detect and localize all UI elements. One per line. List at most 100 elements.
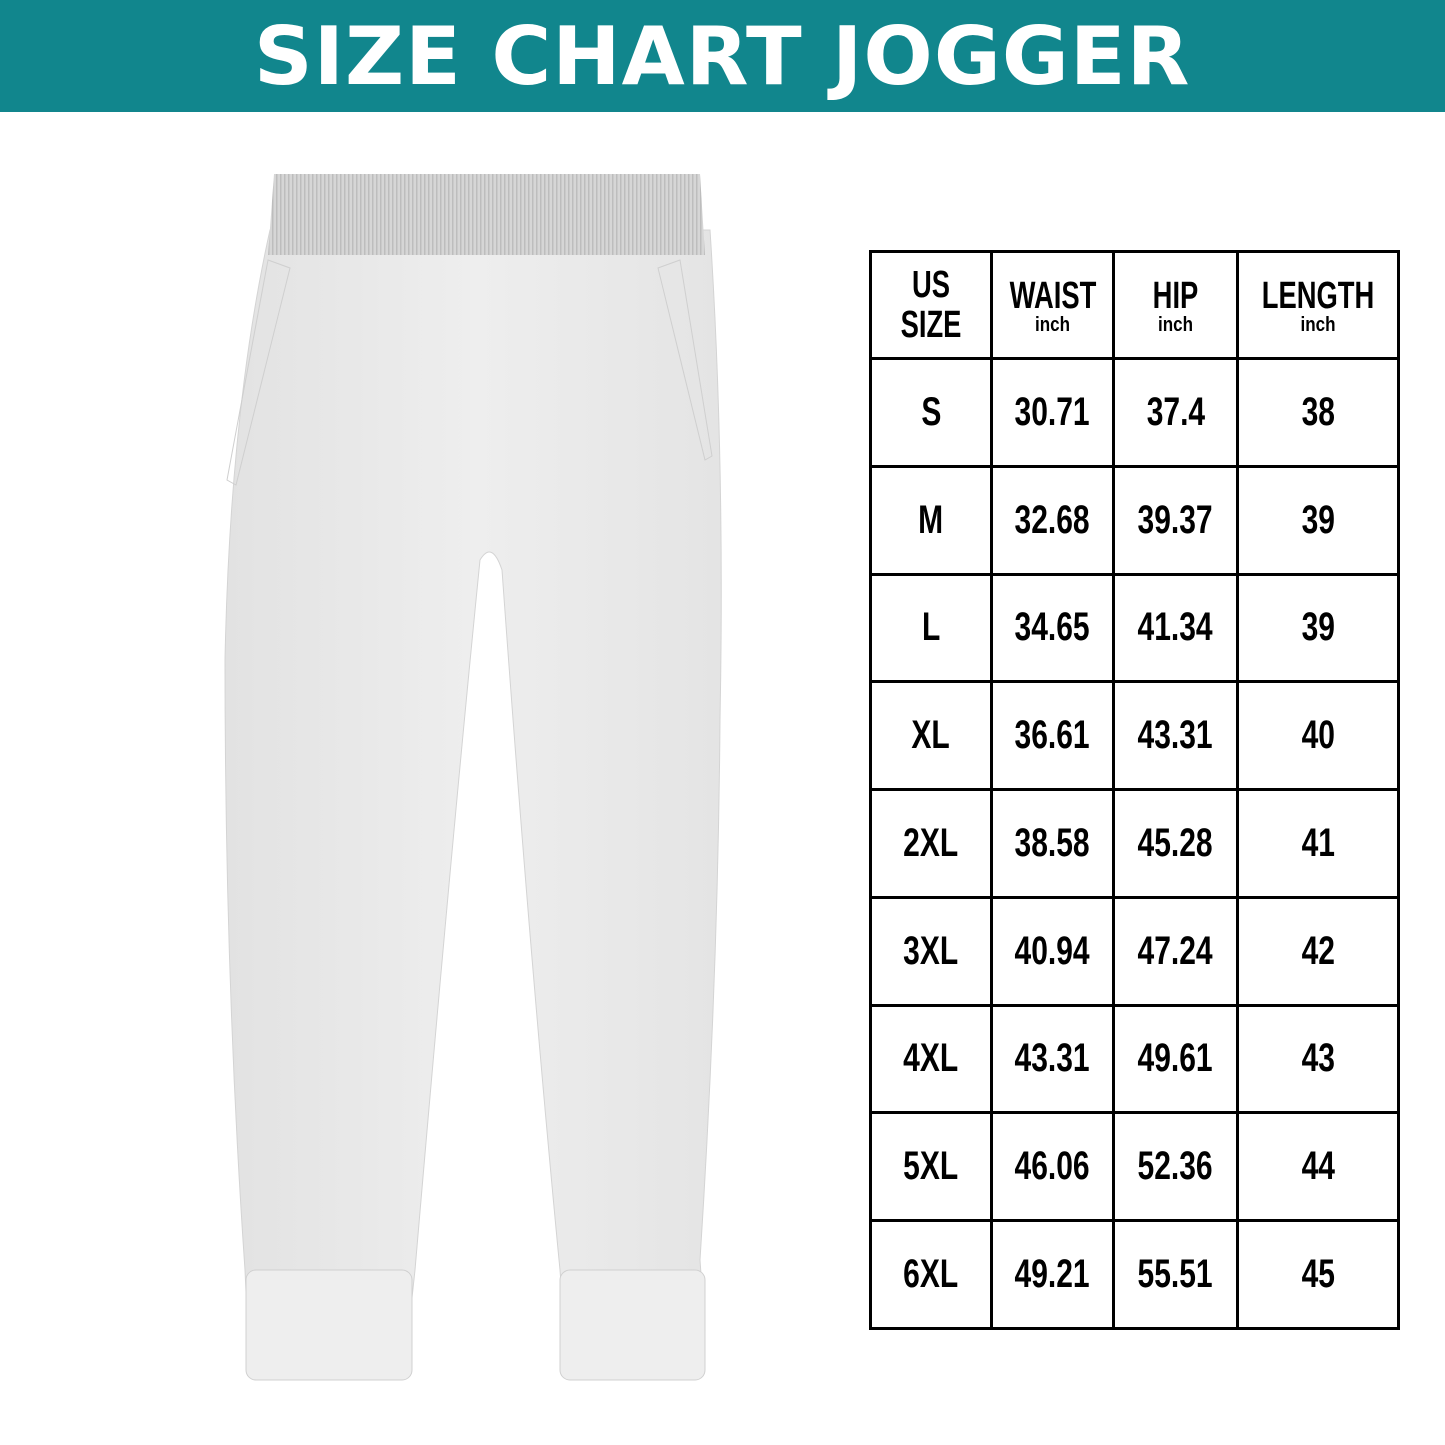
cell-size: S <box>869 357 993 468</box>
cell-value: 39 <box>1301 497 1335 542</box>
header-label: LENGTH <box>1261 275 1375 317</box>
cell-value: S <box>920 389 942 434</box>
cell-value: 45 <box>1301 1252 1335 1297</box>
cell-value: 4XL <box>903 1036 959 1081</box>
table-row: 2XL 38.58 45.28 41 <box>869 788 1400 899</box>
header-label: US <box>911 264 951 306</box>
cell-value: 45.28 <box>1137 820 1214 865</box>
header-unit: inch <box>1300 314 1336 336</box>
header-us-size: US SIZE <box>869 250 993 360</box>
header-hip: HIP inch <box>1112 250 1239 360</box>
cell-value: 34.65 <box>1014 605 1091 650</box>
cell-value: 40 <box>1301 713 1335 758</box>
cell-value: 43.31 <box>1014 1036 1091 1081</box>
cell-value: 39.37 <box>1137 497 1214 542</box>
header-label: HIP <box>1152 275 1199 317</box>
cell-value: 37.4 <box>1146 389 1205 434</box>
table-row: L 34.65 41.34 39 <box>869 572 1400 684</box>
cuff-right <box>559 1269 706 1381</box>
cell-hip: 55.51 <box>1112 1219 1239 1330</box>
header-unit: inch <box>1035 314 1070 336</box>
title-banner: SIZE CHART JOGGER <box>0 0 1445 112</box>
table-row: M 32.68 39.37 39 <box>869 464 1400 576</box>
cell-value: 6XL <box>903 1252 959 1297</box>
page-title: SIZE CHART JOGGER <box>254 9 1191 103</box>
cell-value: 5XL <box>903 1144 959 1189</box>
cell-value: 55.51 <box>1137 1252 1214 1297</box>
cell-size: 6XL <box>869 1219 993 1330</box>
cell-waist: 38.58 <box>990 788 1115 899</box>
cell-waist: 43.31 <box>990 1003 1115 1115</box>
cell-value: 49.61 <box>1137 1036 1214 1081</box>
table-row: 6XL 49.21 55.51 45 <box>869 1219 1400 1330</box>
cell-value: 2XL <box>903 820 959 865</box>
cuff-left <box>245 1269 413 1381</box>
cell-waist: 46.06 <box>990 1111 1115 1223</box>
cell-length: 39 <box>1236 572 1400 684</box>
size-table: US SIZE WAIST inch HIP inch LENGTH inch … <box>869 250 1400 1330</box>
cell-waist: 34.65 <box>990 572 1115 684</box>
table-row: 3XL 40.94 47.24 42 <box>869 895 1400 1007</box>
cell-value: L <box>921 605 941 650</box>
cell-waist: 40.94 <box>990 895 1115 1007</box>
cell-hip: 37.4 <box>1112 357 1239 468</box>
cell-value: 32.68 <box>1014 497 1091 542</box>
jogger-pants-image <box>224 174 722 1381</box>
cell-value: 49.21 <box>1014 1252 1091 1297</box>
table-row: 4XL 43.31 49.61 43 <box>869 1003 1400 1115</box>
cell-value: 47.24 <box>1137 928 1214 973</box>
table-row: XL 36.61 43.31 40 <box>869 680 1400 792</box>
cell-length: 44 <box>1236 1111 1400 1223</box>
cell-hip: 49.61 <box>1112 1003 1239 1115</box>
cell-value: 43.31 <box>1137 713 1214 758</box>
cell-value: 41 <box>1301 820 1335 865</box>
cell-size: L <box>869 572 993 684</box>
cell-value: 42 <box>1301 928 1335 973</box>
cell-length: 41 <box>1236 788 1400 899</box>
cell-size: 4XL <box>869 1003 993 1115</box>
table-row: S 30.71 37.4 38 <box>869 357 1400 468</box>
cell-value: 3XL <box>903 928 959 973</box>
cell-value: 44 <box>1301 1144 1335 1189</box>
header-label: SIZE <box>900 304 962 346</box>
cell-length: 45 <box>1236 1219 1400 1330</box>
header-length: LENGTH inch <box>1236 250 1400 360</box>
cell-value: 39 <box>1301 605 1335 650</box>
header-label: WAIST <box>1009 275 1097 317</box>
cell-value: 40.94 <box>1014 928 1091 973</box>
cell-waist: 49.21 <box>990 1219 1115 1330</box>
table-row: 5XL 46.06 52.36 44 <box>869 1111 1400 1223</box>
cell-waist: 32.68 <box>990 464 1115 576</box>
cell-hip: 39.37 <box>1112 464 1239 576</box>
cell-value: 30.71 <box>1014 389 1091 434</box>
cell-waist: 36.61 <box>990 680 1115 792</box>
cell-size: XL <box>869 680 993 792</box>
cell-hip: 52.36 <box>1112 1111 1239 1223</box>
cell-length: 40 <box>1236 680 1400 792</box>
header-waist: WAIST inch <box>990 250 1115 360</box>
cell-waist: 30.71 <box>990 357 1115 468</box>
cell-size: M <box>869 464 993 576</box>
cell-value: 36.61 <box>1014 713 1091 758</box>
cell-length: 39 <box>1236 464 1400 576</box>
cell-length: 38 <box>1236 357 1400 468</box>
cell-length: 42 <box>1236 895 1400 1007</box>
cell-value: 41.34 <box>1137 605 1214 650</box>
pants-body <box>224 229 722 1336</box>
header-unit: inch <box>1158 314 1193 336</box>
cell-value: M <box>918 497 944 542</box>
waistband <box>268 174 705 255</box>
table-header-row: US SIZE WAIST inch HIP inch LENGTH inch <box>869 250 1400 360</box>
cell-hip: 43.31 <box>1112 680 1239 792</box>
cell-value: 38 <box>1301 389 1335 434</box>
cell-value: 43 <box>1301 1036 1335 1081</box>
cell-length: 43 <box>1236 1003 1400 1115</box>
cell-size: 3XL <box>869 895 993 1007</box>
cell-hip: 41.34 <box>1112 572 1239 684</box>
cell-hip: 47.24 <box>1112 895 1239 1007</box>
cell-size: 5XL <box>869 1111 993 1223</box>
cell-hip: 45.28 <box>1112 788 1239 899</box>
cell-size: 2XL <box>869 788 993 899</box>
cell-value: 52.36 <box>1137 1144 1214 1189</box>
cell-value: 38.58 <box>1014 820 1091 865</box>
